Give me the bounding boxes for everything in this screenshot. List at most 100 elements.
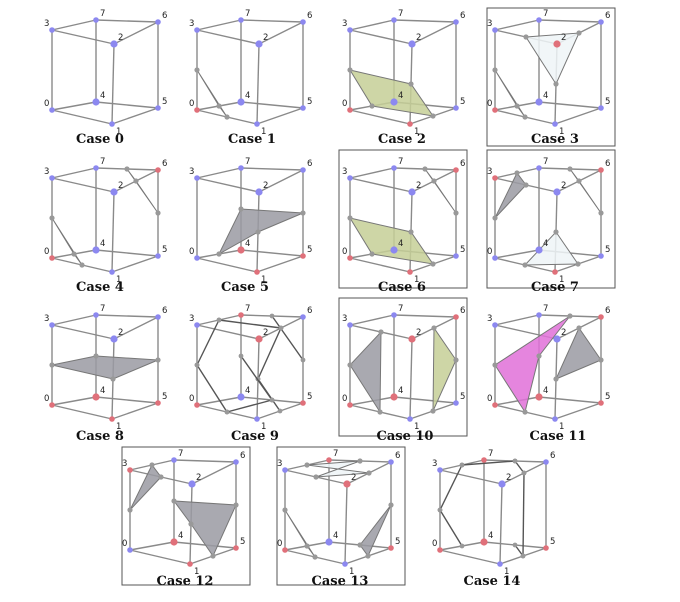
- cube-edge: [129, 549, 191, 565]
- cube-edge: [240, 19, 304, 23]
- vertex-label: 4: [333, 531, 338, 541]
- cube-edge: [196, 324, 260, 340]
- vertex-label: 3: [277, 459, 282, 469]
- vertex-label: 3: [487, 19, 492, 29]
- cube-vertex-2: [188, 480, 196, 488]
- cube-edge: [95, 101, 159, 109]
- edge-intersection-point: [238, 206, 244, 212]
- vertex-label: 0: [342, 394, 347, 404]
- vertex-label: 6: [460, 159, 465, 169]
- isosurface-patch: [51, 355, 159, 380]
- case-8: 0 1 2 3 4 5 6 7 Case 8: [44, 304, 167, 444]
- cube-edge: [349, 314, 395, 326]
- case-caption: Case 7: [531, 280, 579, 295]
- edge-intersection-point: [575, 261, 581, 267]
- cube-vertex-4: [92, 393, 100, 401]
- cube-vertex-4: [480, 538, 488, 546]
- isosurface-edge: [439, 464, 463, 511]
- cube-vertex-0: [49, 255, 55, 261]
- cube-vertex-4: [535, 393, 543, 401]
- cube-edge: [439, 549, 501, 565]
- case-11: 0 1 2 3 4 5 6 7 Case 11: [487, 304, 610, 444]
- cube-vertex-6: [300, 19, 306, 25]
- vertex-label: 0: [189, 394, 194, 404]
- vertex-label: 1: [261, 422, 266, 432]
- isosurface-patch: [432, 326, 457, 412]
- case-0: 0 1 2 3 4 5 6 7 Case 0: [44, 9, 167, 147]
- edge-intersection-point: [233, 502, 239, 508]
- cube-vertex-6: [453, 167, 459, 173]
- case-caption: Case 12: [157, 574, 214, 589]
- vertex-label: 5: [162, 245, 167, 255]
- isosurface-patch: [129, 464, 162, 511]
- edge-intersection-point: [216, 103, 222, 109]
- case-caption: Case 8: [76, 429, 124, 444]
- edge-intersection-point: [216, 251, 222, 257]
- cube-vertex-3: [49, 27, 55, 33]
- cube-vertex-0: [194, 402, 200, 408]
- vertex-label: 7: [245, 9, 250, 19]
- cube-edge: [196, 257, 258, 273]
- edge-intersection-point: [388, 502, 394, 508]
- cube-vertex-4: [170, 538, 178, 546]
- isosurface-patch: [555, 326, 602, 380]
- cube-edge: [538, 19, 602, 23]
- edge-intersection-point: [422, 166, 428, 172]
- cube-edge: [113, 316, 159, 340]
- case-caption: Case 4: [76, 280, 124, 295]
- cube-vertex-0: [347, 255, 353, 261]
- cube-vertex-5: [388, 545, 394, 551]
- edge-intersection-point: [124, 166, 130, 172]
- vertex-label: 1: [414, 422, 419, 432]
- edge-intersection-point: [520, 553, 526, 559]
- cube-vertex-7: [391, 312, 397, 318]
- vertex-label: 2: [506, 473, 511, 483]
- edge-intersection-point: [300, 357, 306, 363]
- isosurface-edge: [226, 399, 273, 413]
- edge-intersection-point: [49, 362, 55, 368]
- isosurface-edge: [271, 315, 304, 361]
- cube-vertex-2: [553, 188, 561, 196]
- vertex-label: 6: [605, 306, 610, 316]
- vertex-label: 0: [44, 247, 49, 257]
- cube-vertex-1: [407, 121, 413, 127]
- edge-intersection-point: [300, 210, 306, 216]
- vertex-label: 2: [416, 328, 421, 338]
- vertex-label: 1: [414, 275, 419, 285]
- vertex-label: 4: [100, 386, 105, 396]
- vertex-label: 0: [44, 394, 49, 404]
- isosurface-patch: [348, 69, 435, 117]
- cube-edge: [349, 177, 413, 193]
- cube-edge: [196, 396, 242, 406]
- vertex-label: 7: [488, 449, 493, 459]
- case-frame: [121, 446, 251, 586]
- vertex-label: 3: [189, 167, 194, 177]
- edge-intersection-point: [149, 462, 155, 468]
- cube-vertex-6: [543, 459, 549, 465]
- cube-edge: [196, 19, 242, 31]
- cube-edge: [349, 29, 413, 45]
- cube-vertex-3: [347, 27, 353, 33]
- edge-intersection-point: [133, 178, 139, 184]
- edge-intersection-point: [514, 170, 520, 176]
- cube-vertex-5: [155, 105, 161, 111]
- isosurface-patch: [217, 208, 304, 256]
- cube-vertex-0: [492, 255, 498, 261]
- edge-intersection-point: [127, 507, 133, 513]
- vertex-label: 4: [543, 91, 548, 101]
- cube-vertex-6: [598, 19, 604, 25]
- cube-vertex-4: [92, 246, 100, 254]
- cube-vertex-0: [49, 107, 55, 113]
- vertex-label: 6: [307, 159, 312, 169]
- cube-vertex-1: [109, 416, 115, 422]
- case-13: 0 1 2 3 4 5 6 7 Case 13: [276, 446, 406, 589]
- edge-intersection-point: [567, 313, 573, 319]
- cube-vertex-7: [391, 17, 397, 23]
- cube-vertex-5: [300, 400, 306, 406]
- cube-vertex-6: [453, 19, 459, 25]
- isosurface-edge: [218, 319, 282, 329]
- edge-intersection-point: [576, 325, 582, 331]
- case-caption: Case 10: [377, 429, 434, 444]
- vertex-label: 1: [194, 567, 199, 577]
